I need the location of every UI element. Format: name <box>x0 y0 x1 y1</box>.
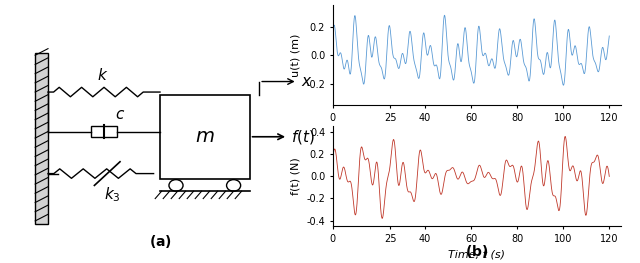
Text: $\mathbf{(a)}$: $\mathbf{(a)}$ <box>148 233 172 250</box>
X-axis label: Time, t (s): Time, t (s) <box>448 249 506 259</box>
Text: $m$: $m$ <box>195 127 214 146</box>
Bar <box>160 95 250 179</box>
Text: $x$: $x$ <box>301 74 312 89</box>
Text: $\mathbf{(b)}$: $\mathbf{(b)}$ <box>465 243 488 260</box>
Text: $k_3$: $k_3$ <box>104 185 120 204</box>
Y-axis label: u(t) (m): u(t) (m) <box>291 34 301 77</box>
Text: $c$: $c$ <box>115 107 125 122</box>
Bar <box>35 53 48 224</box>
Circle shape <box>169 180 183 191</box>
Bar <box>92 126 117 137</box>
Text: $k$: $k$ <box>97 67 108 83</box>
Circle shape <box>227 180 241 191</box>
Y-axis label: f(t) (N): f(t) (N) <box>291 157 301 195</box>
Text: $f(t)$: $f(t)$ <box>291 128 315 146</box>
